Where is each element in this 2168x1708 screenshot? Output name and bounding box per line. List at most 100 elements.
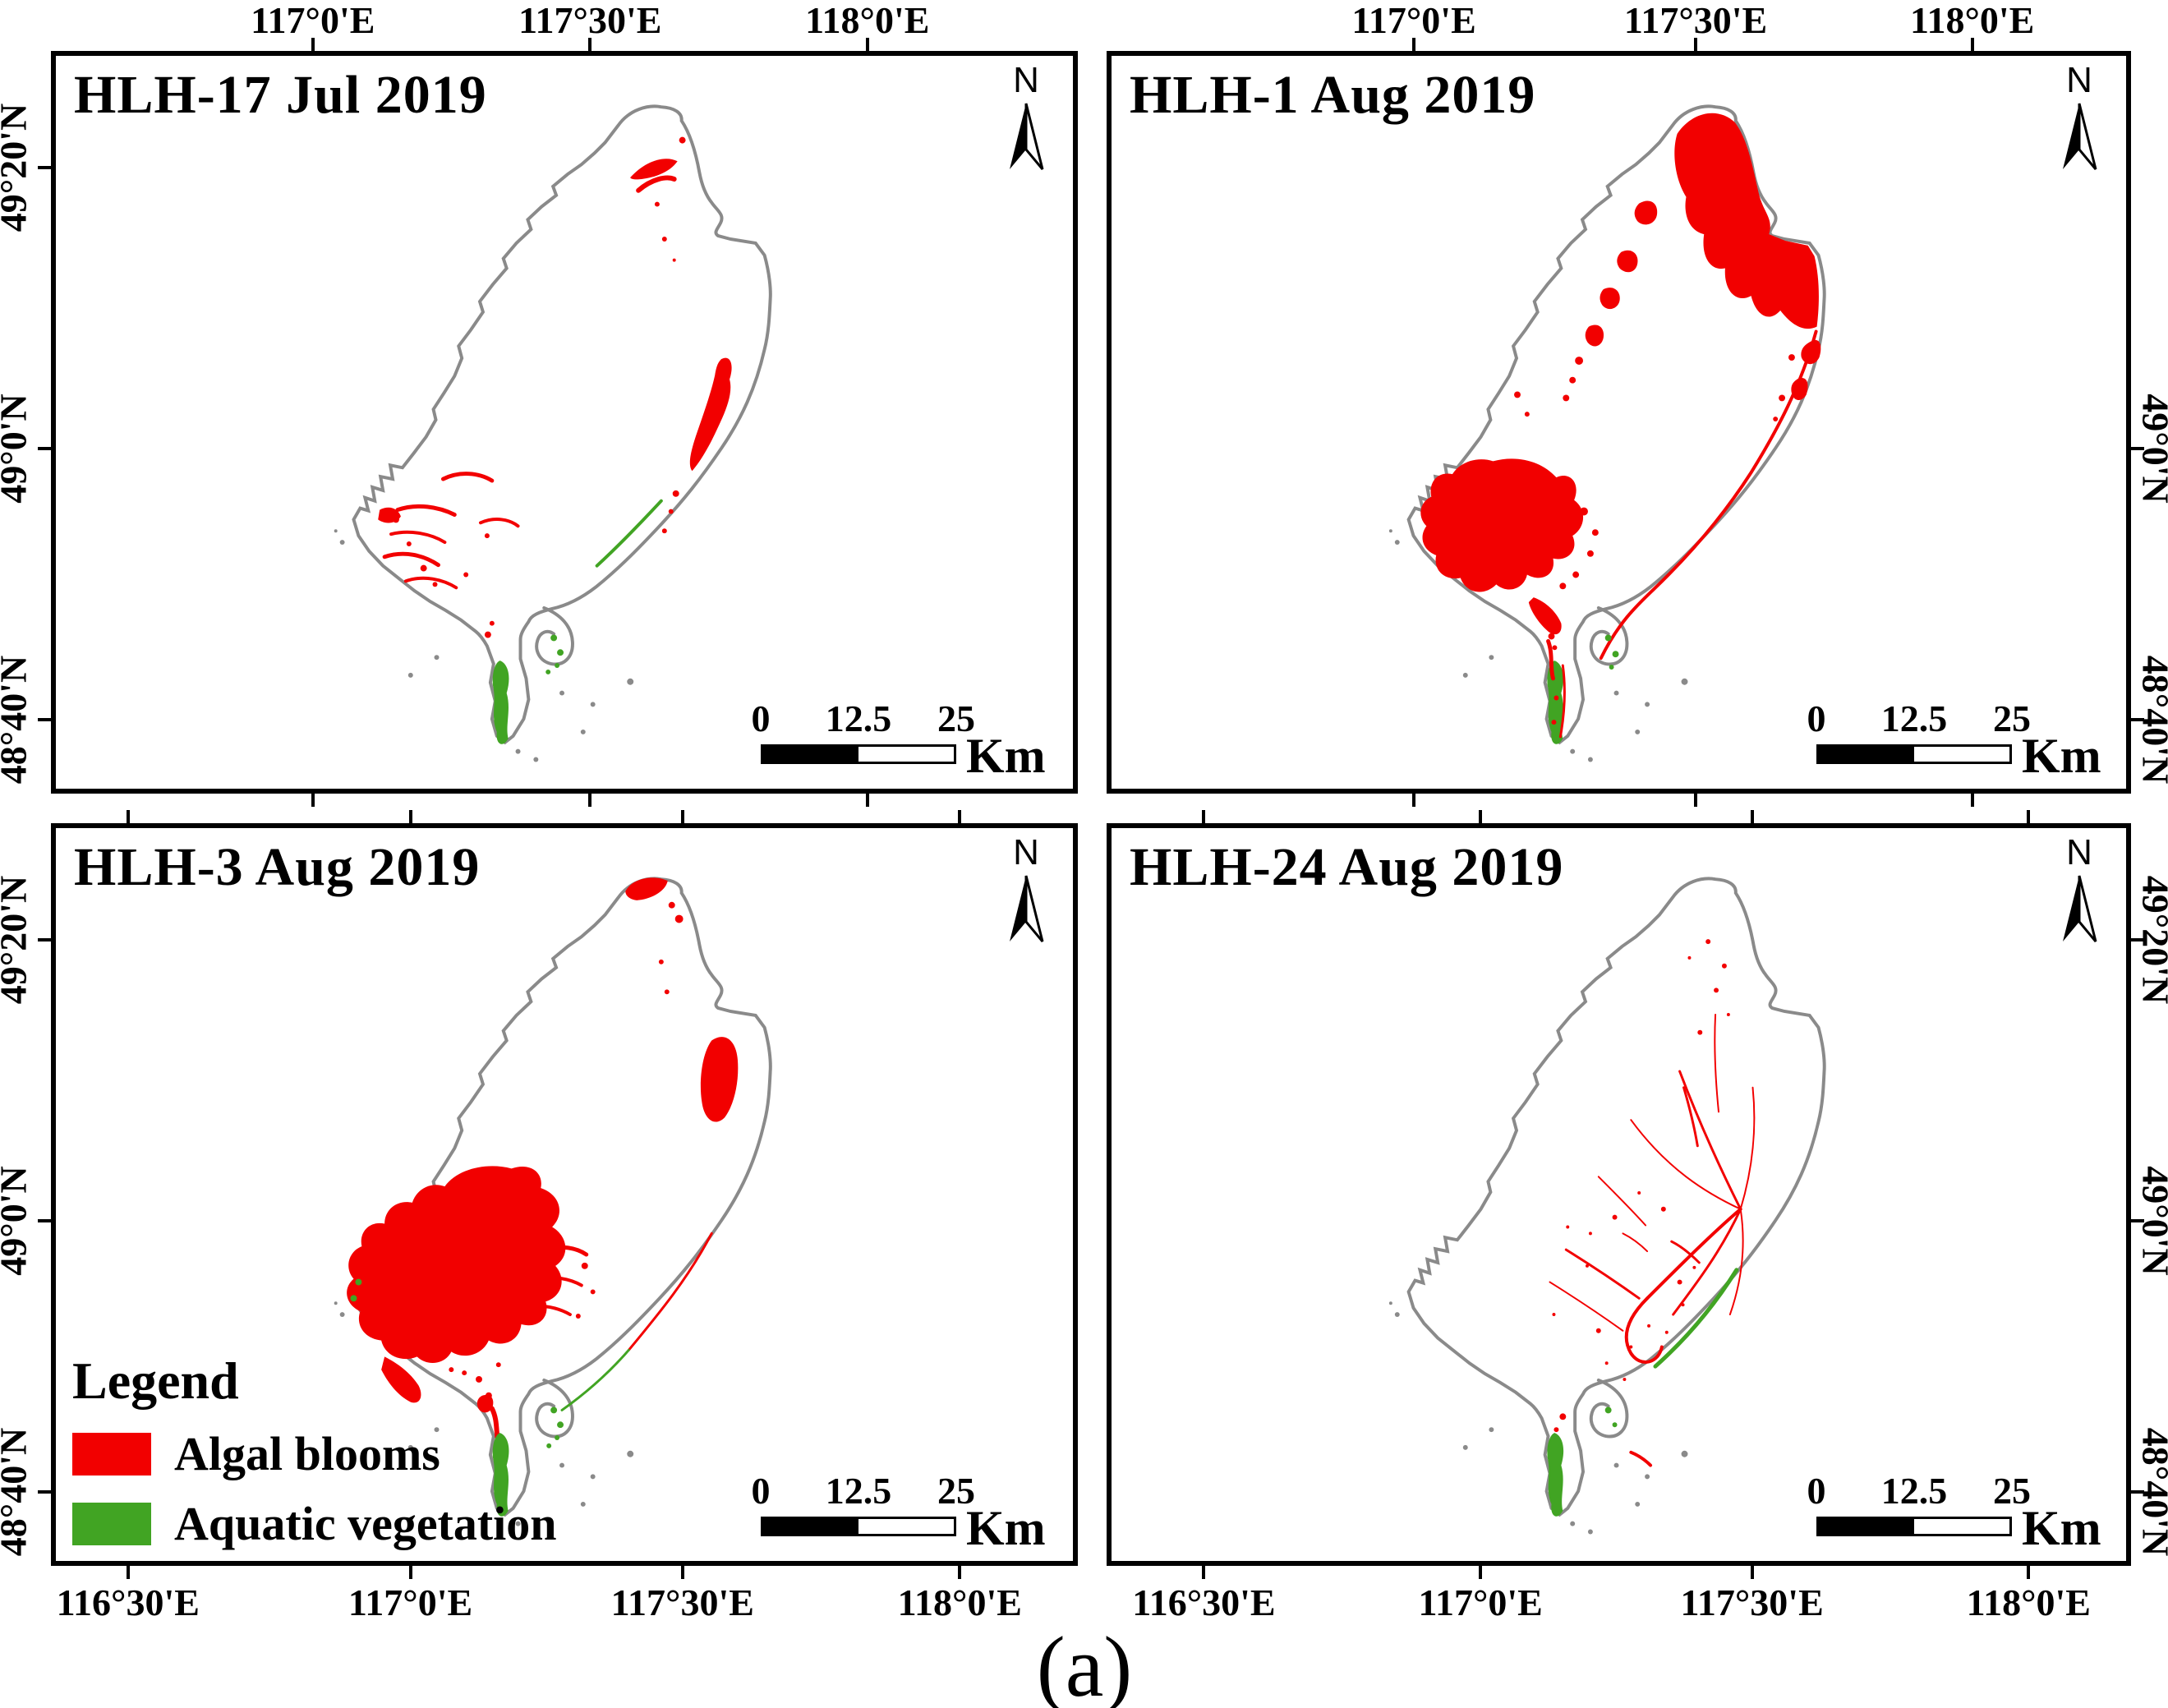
map-dot xyxy=(1604,634,1612,642)
legend-item-algal-blooms: Algal blooms xyxy=(72,1426,557,1481)
map-dot xyxy=(1609,665,1614,670)
x-tick-mark xyxy=(1694,38,1698,51)
map-dot xyxy=(1604,1361,1609,1365)
map-dot xyxy=(1587,1529,1593,1535)
map-dot xyxy=(590,702,596,707)
x-tick-mark xyxy=(311,794,315,807)
map-dot xyxy=(557,1421,564,1429)
x-tick-mark xyxy=(2027,810,2031,823)
north-indicator: N xyxy=(996,62,1056,178)
north-arrow-icon xyxy=(1010,875,1044,942)
algal-blooms-swatch xyxy=(72,1432,151,1476)
legend: Legend Algal blooms Aquatic vegetation xyxy=(72,1351,557,1551)
x-tick-mark xyxy=(1202,810,1206,823)
x-tick-mark xyxy=(408,810,412,823)
y-tick-mark xyxy=(38,1218,51,1222)
map-shape xyxy=(625,877,668,900)
x-tick-mark xyxy=(1202,1566,1206,1579)
map-shape xyxy=(1528,597,1562,635)
scale-bar-filled xyxy=(1819,1519,1914,1534)
map-dot xyxy=(1489,1427,1494,1433)
map-dot xyxy=(1604,1406,1612,1414)
map-shape xyxy=(1682,1086,1699,1148)
map-shape xyxy=(1617,250,1638,273)
x-tick-mark xyxy=(958,1566,962,1579)
y-tick-mark xyxy=(2131,446,2144,450)
map-shape xyxy=(352,104,772,745)
map-dot xyxy=(407,672,413,678)
north-letter: N xyxy=(1013,832,1039,872)
x-axis-label: 117°0'E xyxy=(251,0,375,41)
lake-map xyxy=(334,104,772,762)
y-axis-label: 49°0'N xyxy=(2134,393,2168,504)
map-dot xyxy=(350,1295,357,1302)
north-indicator: N xyxy=(2049,835,2110,951)
x-axis-label: 116°30'E xyxy=(1132,1581,1276,1623)
map-shape xyxy=(1674,113,1819,329)
y-tick-mark xyxy=(2131,717,2144,721)
map-shape xyxy=(1589,605,1629,666)
scale-label-0: 0 xyxy=(751,697,771,739)
map-shape xyxy=(381,1356,421,1403)
map-dot xyxy=(1705,939,1711,945)
x-axis-label: 118°0'E xyxy=(897,1581,1022,1623)
map-shape xyxy=(403,576,458,590)
scale-bar-track xyxy=(1816,1517,2012,1536)
x-tick-mark xyxy=(1412,794,1416,807)
scale-bar-filled xyxy=(763,1519,858,1534)
scale-label-mid: 12.5 xyxy=(825,1470,892,1512)
scale-bar-empty xyxy=(1914,1519,2009,1534)
map-shape xyxy=(535,605,574,666)
y-axis-label: 48°40'N xyxy=(0,1427,35,1556)
map-dot xyxy=(1548,633,1555,640)
map-shape xyxy=(526,1304,572,1317)
map-dot xyxy=(575,1314,581,1319)
x-tick-mark xyxy=(408,1566,412,1579)
scale-bar-empty xyxy=(858,1519,954,1534)
map-dot xyxy=(1726,1012,1730,1016)
scale-label-mid: 12.5 xyxy=(825,697,892,739)
map-shape xyxy=(1564,1248,1641,1300)
map-dot xyxy=(1569,376,1577,384)
y-axis-label: 49°20'N xyxy=(0,875,35,1005)
map-dot xyxy=(334,1301,338,1305)
y-tick-mark xyxy=(38,165,51,169)
scale-bar-filled xyxy=(763,747,858,762)
map-shape xyxy=(534,1276,583,1287)
y-axis-label: 48°40'N xyxy=(2134,655,2168,784)
map-shape xyxy=(1599,329,1818,661)
x-tick-mark xyxy=(126,810,130,823)
map-shape xyxy=(1547,661,1564,744)
map-panel-3: HLH-3 Aug 2019 N Legend Algal blooms Aqu… xyxy=(51,823,1078,1566)
map-shape xyxy=(347,1166,566,1363)
scale-label-max: 25 xyxy=(1993,697,2031,739)
map-dot xyxy=(1462,672,1468,678)
map-dot xyxy=(672,258,676,262)
map-dot xyxy=(1635,729,1641,734)
map-shape xyxy=(700,1037,739,1122)
map-dot xyxy=(627,1450,634,1457)
scale-label-max: 25 xyxy=(1993,1470,2031,1512)
x-tick-mark xyxy=(2027,1566,2031,1579)
map-dot xyxy=(1677,1279,1682,1285)
map-dot xyxy=(449,1367,454,1373)
scale-label-0: 0 xyxy=(751,1470,771,1512)
north-letter: N xyxy=(1013,60,1039,100)
map-shape xyxy=(1670,1240,1701,1264)
scale-bar-track xyxy=(1816,744,2012,764)
map-dot xyxy=(1637,1191,1641,1195)
map-shape xyxy=(395,504,457,517)
map-dot xyxy=(1570,748,1576,754)
map-shape xyxy=(627,1232,713,1351)
map-dot xyxy=(1681,1303,1685,1307)
x-tick-mark xyxy=(1479,1566,1483,1579)
y-axis-label: 49°0'N xyxy=(0,1165,35,1276)
scale-bar-track xyxy=(761,744,956,764)
x-axis-label: 117°30'E xyxy=(610,1581,754,1623)
x-tick-mark xyxy=(1970,38,1974,51)
map-dot xyxy=(590,1474,596,1480)
map-shape xyxy=(1406,877,1826,1517)
map-dot xyxy=(1613,1462,1619,1468)
map-shape xyxy=(389,530,447,545)
map-dot xyxy=(1587,757,1593,762)
